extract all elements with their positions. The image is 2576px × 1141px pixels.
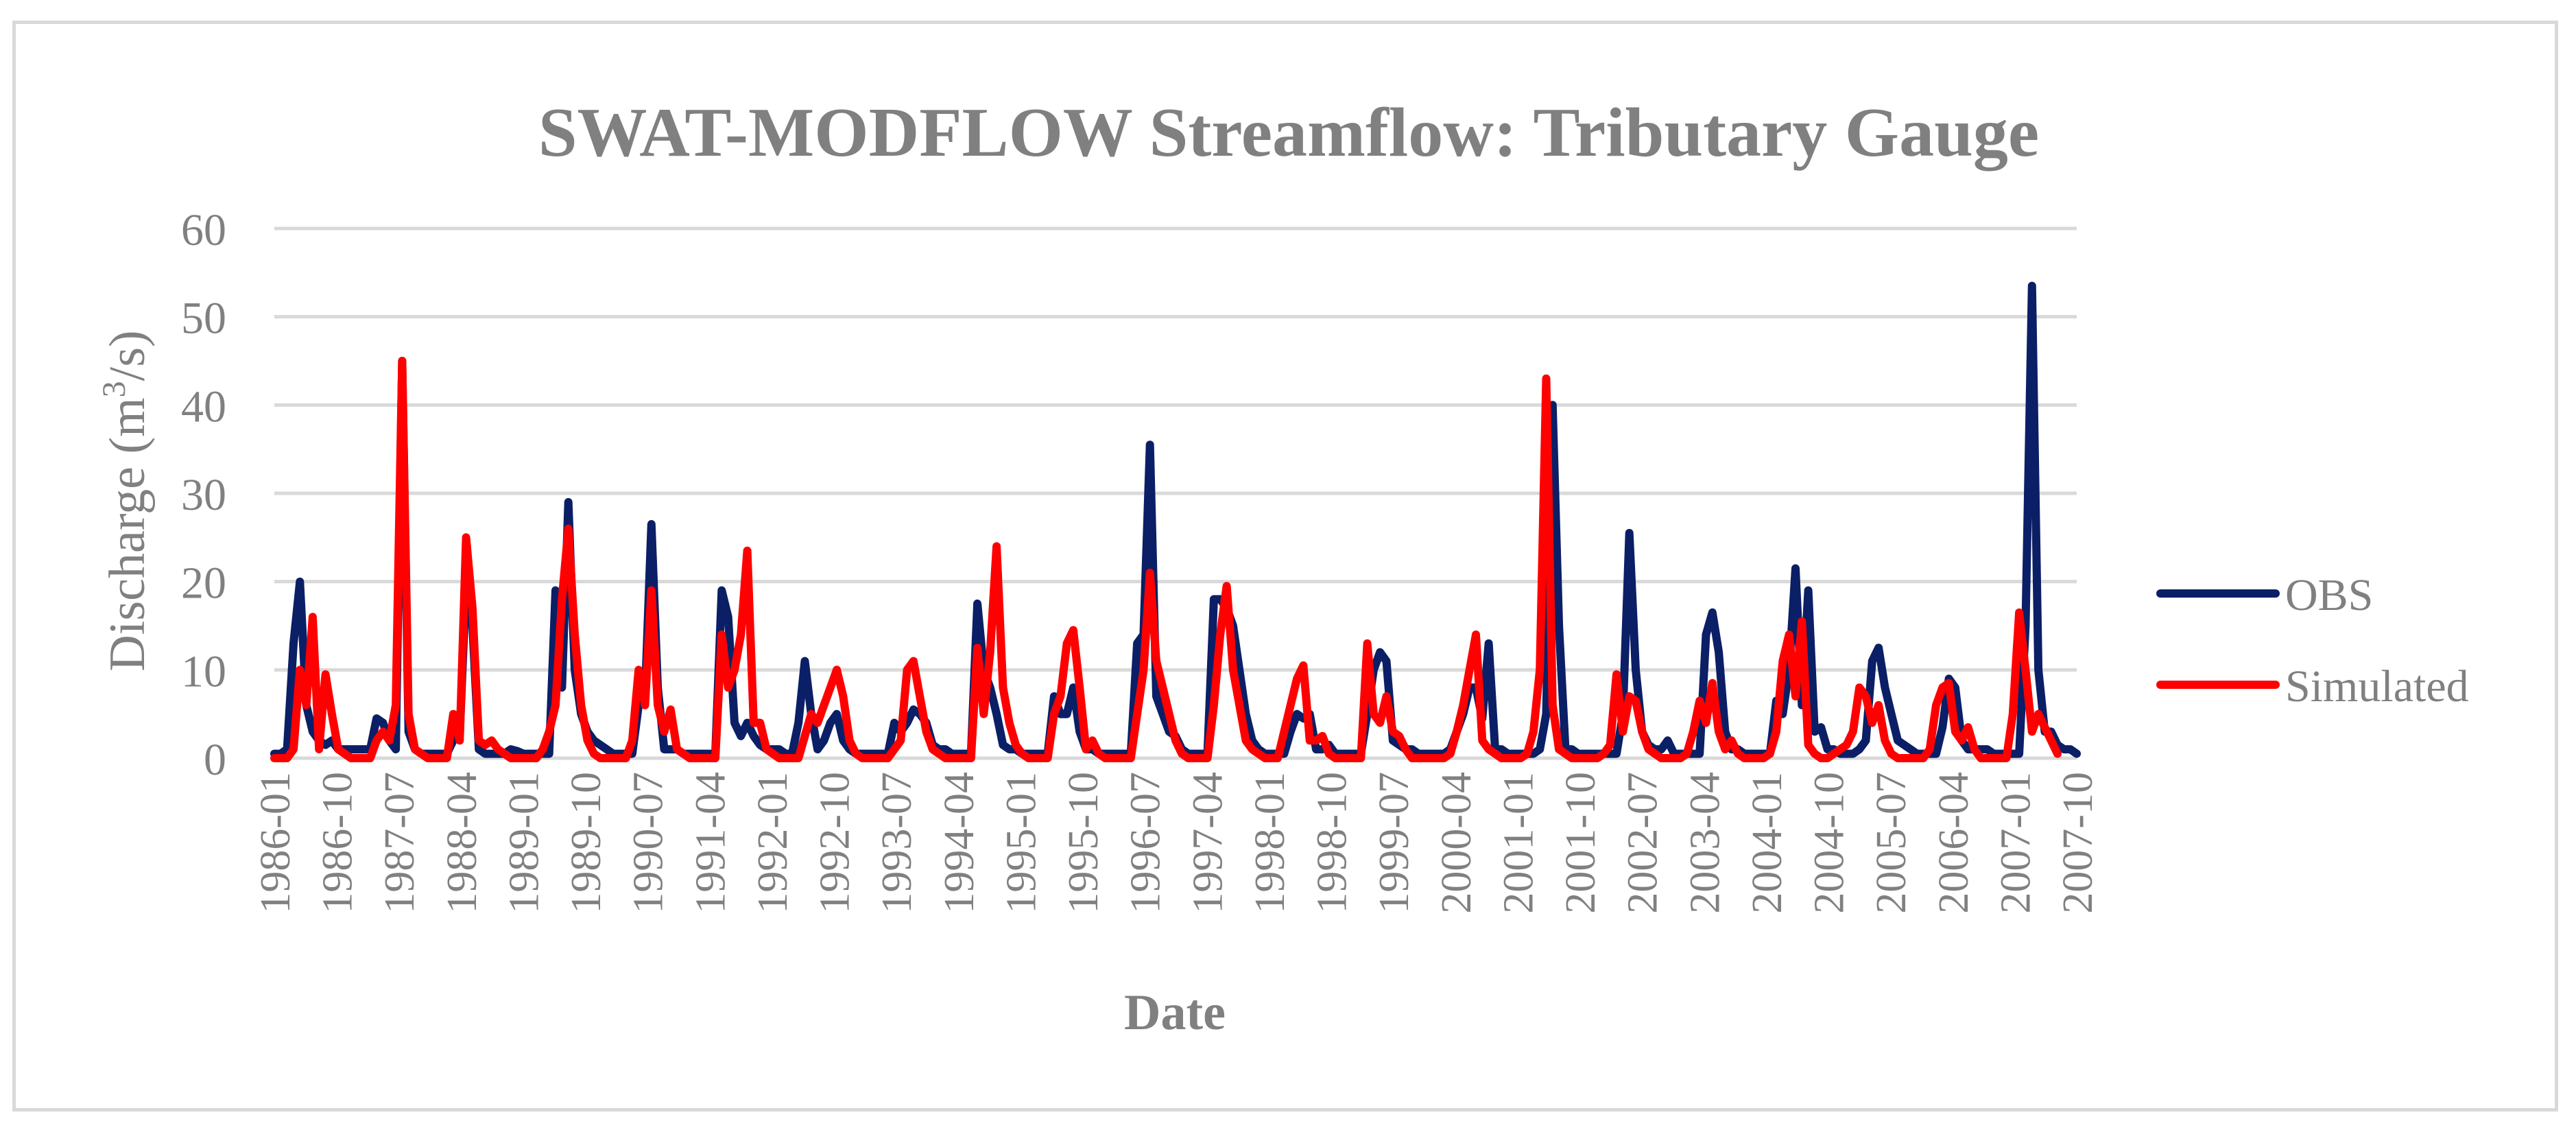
- y-axis-label: Discharge (m3/s): [96, 330, 156, 671]
- legend: OBS Simulated: [2156, 570, 2469, 711]
- x-tick-label: 1995-01: [998, 772, 1045, 914]
- y-tick-label: 30: [181, 470, 226, 520]
- x-tick-label: 2003-04: [1682, 772, 1728, 914]
- x-tick-label: 1990-07: [625, 772, 672, 914]
- x-tick-label: 2006-04: [1931, 772, 1977, 914]
- y-tick-label: 0: [204, 735, 226, 785]
- y-tick-label: 10: [181, 646, 226, 696]
- x-tick-label: 1995-10: [1060, 772, 1107, 914]
- x-tick-label: 1989-01: [501, 772, 548, 914]
- x-tick-label: 2007-10: [2055, 772, 2101, 914]
- x-tick-label: 1991-04: [687, 772, 734, 914]
- x-tick-label: 1997-04: [1184, 772, 1231, 914]
- x-tick-label: 1986-10: [315, 772, 361, 914]
- x-tick-label: 2001-10: [1558, 772, 1604, 914]
- x-tick-label: 2005-07: [1868, 772, 1915, 914]
- legend-label: OBS: [2285, 570, 2373, 620]
- y-axis-label-sup: 3: [96, 381, 132, 397]
- x-tick-label: 1993-07: [874, 772, 920, 914]
- x-axis-label: Date: [1124, 985, 1226, 1041]
- legend-label: Simulated: [2285, 661, 2469, 711]
- x-tick-label: 1988-04: [439, 772, 486, 914]
- x-tick-label: 2004-10: [1806, 772, 1853, 914]
- y-tick-label: 40: [181, 381, 226, 432]
- series-line-simulated: [270, 357, 2062, 762]
- x-tick-label: 1989-10: [563, 772, 610, 914]
- x-tick-label: 2001-01: [1495, 772, 1542, 914]
- x-tick-label: 1996-07: [1123, 772, 1169, 914]
- x-tick-label: 1986-01: [252, 772, 299, 914]
- x-tick-label: 1992-10: [812, 772, 859, 914]
- x-tick-label: 2002-07: [1620, 772, 1667, 914]
- series-lines: [270, 281, 2081, 762]
- y-tick-label: 60: [181, 205, 226, 255]
- x-tick-label: 1992-01: [750, 772, 796, 914]
- x-tick-labels: 1986-01 1986-10 1987-07 1988-04 1989-01 1989-…: [252, 772, 2101, 914]
- y-axis-label-prefix: Discharge (m: [99, 397, 156, 671]
- y-tick-label: 50: [181, 294, 226, 344]
- chart-title: SWAT-MODFLOW Streamflow: Tributary Gauge: [538, 94, 2040, 172]
- x-tick-label: 2004-01: [1744, 772, 1791, 914]
- x-tick-label: 1999-07: [1371, 772, 1418, 914]
- x-tick-label: 2000-04: [1433, 772, 1480, 914]
- y-axis-label-suffix: /s): [99, 330, 156, 381]
- x-tick-label: 1987-07: [377, 772, 423, 914]
- chart-frame: SWAT-MODFLOW Streamflow: Tributary Gauge: [12, 21, 2558, 1111]
- y-tick-label: 20: [181, 558, 226, 609]
- x-tick-label: 1998-01: [1247, 772, 1293, 914]
- x-tick-label: 1998-10: [1309, 772, 1356, 914]
- x-tick-label: 1994-04: [936, 772, 983, 914]
- y-tick-labels: 0 10 20 30 40 50 60: [181, 205, 226, 785]
- x-tick-label: 2007-01: [1992, 772, 2039, 914]
